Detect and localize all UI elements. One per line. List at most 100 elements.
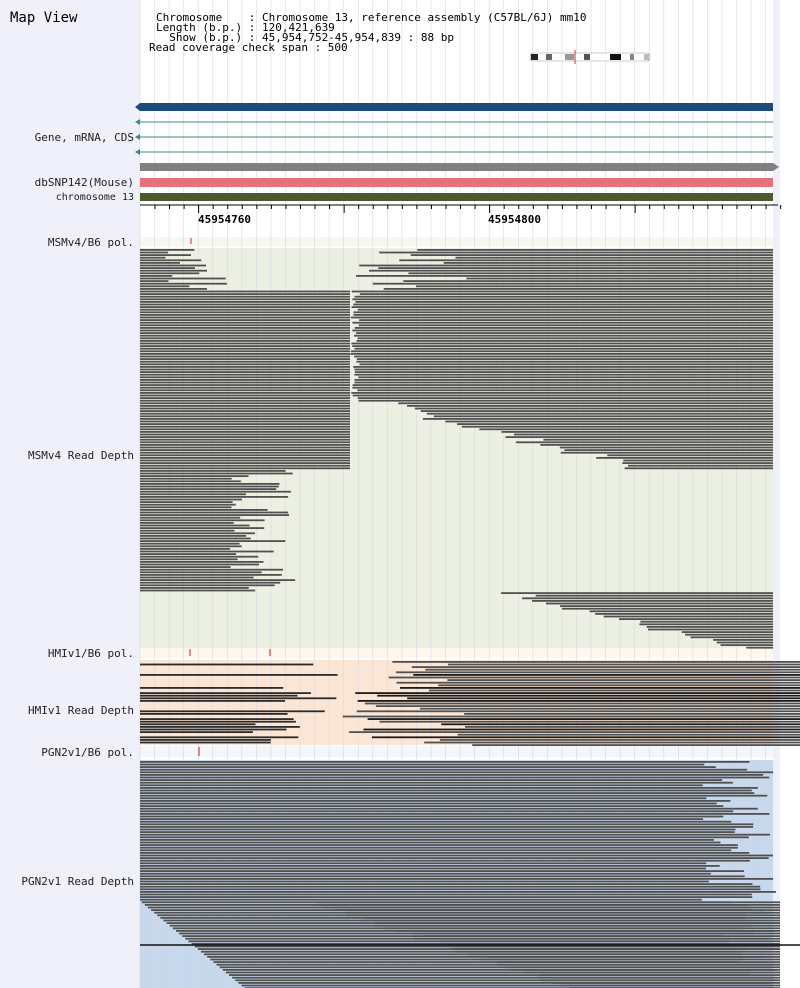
msm-read	[354, 355, 773, 358]
chromosome-bar	[140, 193, 773, 201]
msm-read	[140, 511, 289, 514]
msm-read	[140, 415, 350, 418]
pgn-read	[140, 844, 738, 846]
pgn-read	[140, 859, 750, 862]
msm-read	[589, 610, 773, 613]
msm-read	[354, 371, 773, 373]
msm-read	[140, 412, 350, 415]
hmi-read	[396, 671, 800, 674]
msm-read	[596, 457, 773, 459]
hmi-read	[379, 720, 800, 723]
msm-read	[140, 345, 350, 347]
msm-read	[559, 446, 773, 449]
msm-read	[140, 529, 235, 532]
pgn-read	[140, 841, 721, 844]
pgn-read	[140, 787, 758, 789]
hmi-read	[439, 739, 800, 741]
hmi-read	[371, 736, 800, 739]
msm-read	[140, 379, 350, 381]
msm-read	[355, 301, 773, 303]
msm-read	[681, 631, 773, 633]
msm-read	[140, 475, 249, 477]
dbsnp-pink-bar	[140, 178, 773, 187]
pgn-read	[232, 976, 775, 979]
msm-read	[140, 314, 350, 316]
msm-read	[140, 553, 237, 555]
msm-read	[140, 277, 226, 280]
msm-read	[140, 392, 350, 394]
msm-read	[140, 532, 255, 535]
msm-read	[140, 420, 350, 423]
msm-read	[535, 594, 773, 597]
msm-read	[713, 639, 773, 641]
msm-read	[140, 576, 254, 579]
msm-read	[564, 449, 773, 451]
hmi-read	[367, 718, 800, 720]
msm-read	[351, 290, 773, 293]
transcript-arrow-icon	[135, 149, 140, 155]
msm-read	[368, 269, 773, 272]
pgn-read	[140, 797, 707, 800]
msm-read	[140, 545, 242, 548]
pgn-read	[541, 974, 780, 976]
msm-read	[140, 584, 275, 587]
hmi-pol-label: HMIv1/B6 pol.	[47, 647, 134, 660]
msm-read	[352, 345, 773, 347]
msm-read	[414, 407, 773, 410]
msm-read	[140, 477, 232, 480]
msm-read	[426, 412, 773, 415]
pgn-depth-label: PGN2v1 Read Depth	[21, 875, 134, 888]
pgn-read	[140, 815, 724, 818]
msm-read	[356, 340, 773, 342]
hmi-read	[438, 684, 800, 687]
msm-read	[140, 451, 350, 454]
pgn-read	[441, 940, 780, 943]
msm-read	[140, 269, 208, 272]
pgn-read	[219, 966, 773, 969]
msm-read	[140, 262, 180, 264]
hmi-read	[464, 713, 800, 715]
msm-read	[140, 506, 232, 509]
msm-read	[716, 641, 773, 644]
hmi-read	[357, 700, 800, 702]
pgn-read	[140, 836, 749, 839]
pgn-read	[140, 857, 769, 859]
msm-read	[140, 389, 350, 392]
msm-read	[140, 371, 350, 373]
msm-read	[140, 272, 200, 275]
msm-read	[140, 535, 247, 537]
msm-read	[140, 431, 350, 433]
hmi-read	[140, 726, 300, 728]
pgn-read	[222, 969, 777, 971]
msm-read	[690, 636, 773, 639]
msm-read	[140, 488, 277, 490]
msm-read	[140, 342, 350, 345]
pgn-read	[140, 888, 761, 891]
msm-read	[140, 394, 350, 397]
msm-read	[354, 368, 773, 371]
pgn-read	[140, 896, 753, 898]
msm-read	[443, 262, 773, 264]
msm-read	[140, 501, 233, 503]
msm-read	[410, 254, 773, 256]
msm-read	[562, 607, 773, 610]
ideogram-band	[644, 54, 649, 60]
msm-read	[618, 618, 773, 620]
msm-read	[359, 264, 773, 267]
pgn-read	[140, 771, 774, 774]
pgn-read	[413, 937, 780, 940]
pgn-read	[140, 883, 753, 885]
msm-read	[353, 366, 773, 368]
pgn-read	[241, 984, 774, 987]
msm-read	[501, 431, 773, 433]
gene-bar	[140, 103, 773, 111]
pgn-read	[333, 909, 780, 911]
msm-read	[359, 363, 773, 366]
msm-read	[140, 249, 195, 251]
msm-read	[140, 298, 350, 301]
hmi-read	[140, 692, 311, 694]
msm-read	[140, 347, 350, 350]
msm-read	[140, 358, 350, 360]
msm-read	[140, 285, 190, 288]
